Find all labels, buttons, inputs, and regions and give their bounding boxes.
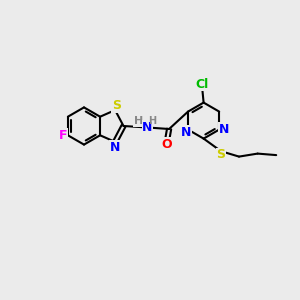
Text: H: H — [134, 116, 143, 126]
Text: S: S — [217, 148, 226, 161]
Text: N: N — [110, 141, 120, 154]
Text: N: N — [218, 123, 229, 136]
Text: S: S — [112, 99, 121, 112]
Text: H: H — [148, 116, 156, 126]
Text: O: O — [161, 138, 172, 151]
Text: N: N — [181, 126, 192, 139]
Text: Cl: Cl — [196, 77, 209, 91]
Text: N: N — [142, 121, 153, 134]
Text: F: F — [59, 129, 68, 142]
